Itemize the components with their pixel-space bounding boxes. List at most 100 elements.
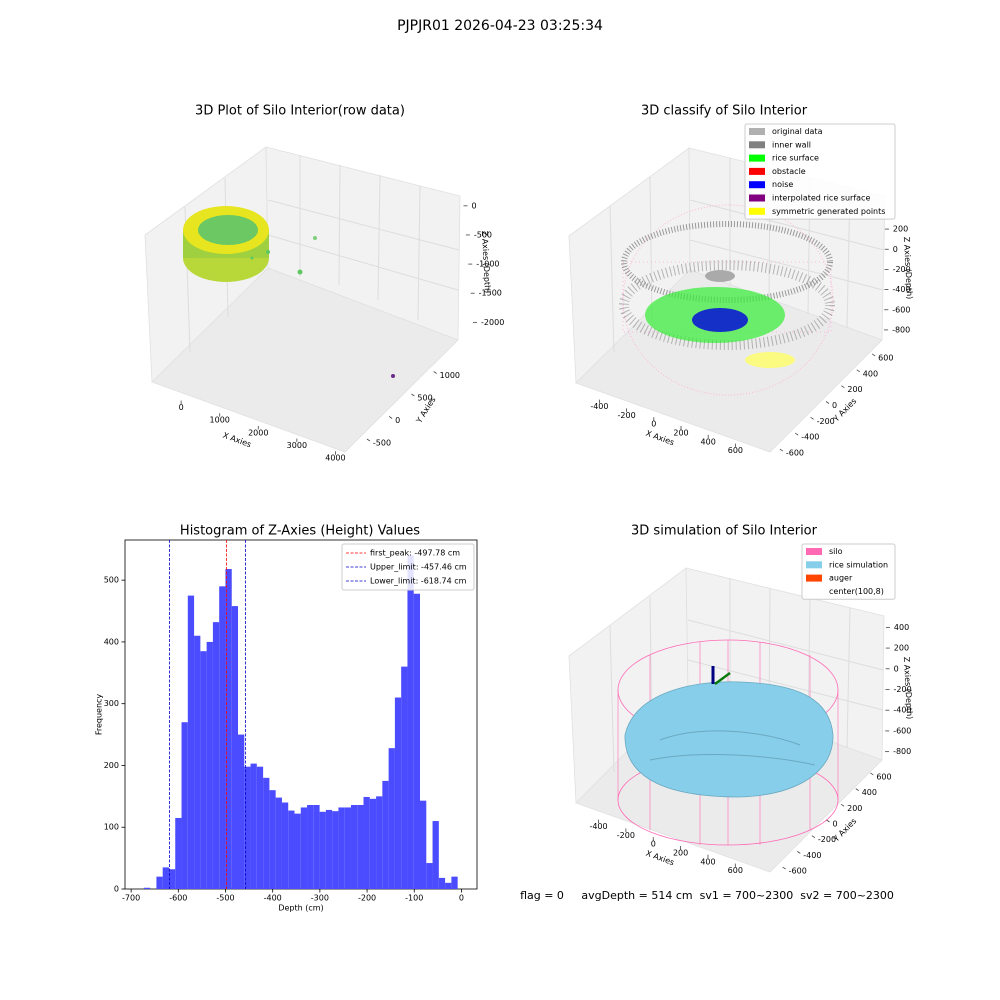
y-tick-label: 200 [104, 761, 119, 770]
panel-2-cloud [619, 204, 835, 396]
z-tick-label: 200 [894, 644, 909, 653]
tick-mark [856, 369, 860, 373]
legend-label: first_peak: -497.78 cm [370, 549, 460, 558]
tick-mark [855, 788, 859, 791]
legend-swatch [806, 587, 822, 595]
bar [363, 796, 370, 889]
x-tick-label: 0 [651, 840, 656, 849]
y-tick-label: 100 [104, 823, 119, 832]
legend-label: symmetric generated points [772, 207, 885, 216]
z-tick-label: -400 [892, 285, 910, 294]
x-tick-label: 0 [459, 894, 464, 903]
bar [187, 595, 195, 889]
legend-swatch [749, 154, 765, 162]
legend-label: original data [772, 127, 823, 136]
tick-mark [779, 448, 784, 452]
z-tick-label: -400 [893, 706, 911, 715]
bar [338, 807, 345, 889]
bar [388, 748, 395, 889]
legend-label: Upper_limit: -457.46 cm [370, 563, 467, 572]
bar [143, 887, 151, 889]
chart-title: 3D classify of Silo Interior [641, 104, 808, 119]
y-tick-label: -600 [786, 449, 804, 458]
legend-swatch [749, 181, 765, 189]
y-tick-label: 0 [114, 885, 119, 894]
x-tick-label: 4000 [325, 454, 345, 463]
tick-mark [411, 393, 415, 397]
legend-swatch [806, 548, 822, 555]
legend-label: noise [772, 180, 793, 189]
z-tick-label: 0 [893, 245, 898, 254]
z-tick-label: -600 [893, 726, 911, 735]
y-tick-label: -400 [801, 433, 819, 442]
y-tick-label: 400 [104, 637, 119, 646]
y-tick-label: -200 [818, 835, 836, 844]
x-tick-label: -200 [617, 831, 635, 840]
legend-label: rice simulation [829, 560, 888, 569]
legend-swatch [806, 561, 822, 569]
legend-label: Lower_limit: -618.74 cm [370, 577, 467, 586]
z-tick-label: -500 [474, 230, 492, 239]
y-tick-label: 200 [847, 804, 862, 813]
bar [369, 798, 377, 889]
z-tick-label: -200 [893, 265, 911, 274]
bar [432, 821, 439, 889]
x-tick-label: 0 [179, 403, 184, 412]
bar [200, 651, 207, 889]
legend-box [341, 543, 475, 591]
z-tick-label: -600 [892, 305, 910, 314]
y-tick-label: -400 [803, 851, 821, 860]
y-tick-label: 600 [878, 353, 893, 362]
bar [281, 802, 289, 889]
tick-mark [388, 416, 393, 419]
z-tick-label: 400 [894, 623, 909, 632]
legend-box [801, 543, 896, 600]
bar [319, 811, 326, 889]
y-tick-label: 400 [863, 369, 878, 378]
z-tick-label: 0 [471, 201, 476, 210]
bar [231, 606, 239, 889]
x-tick-label: -200 [358, 894, 376, 903]
bar [325, 809, 333, 889]
z-tick-label: -2000 [481, 318, 504, 327]
panel-4-surface [617, 639, 839, 846]
y-tick-label: 0 [395, 416, 400, 425]
legend-label: obstacle [772, 167, 806, 176]
tick-mark [840, 803, 845, 807]
x-tick-label: 2000 [248, 428, 268, 437]
bar [332, 811, 339, 889]
x-tick-label: -300 [311, 894, 329, 903]
legend-label: rice surface [772, 154, 819, 163]
legend-swatch [806, 574, 822, 582]
x-tick-label: 0 [651, 420, 656, 429]
bar [238, 734, 245, 889]
legend-swatch [749, 207, 765, 215]
bar [225, 569, 232, 889]
bar [275, 797, 282, 889]
tick-mark [366, 438, 371, 442]
y-tick-label: 500 [104, 576, 119, 585]
bar [219, 586, 226, 889]
bar [250, 763, 257, 889]
x-tick-label: -500 [216, 894, 234, 903]
legend-swatch [749, 167, 765, 175]
bar [407, 555, 414, 889]
x-tick-label: -700 [122, 894, 140, 903]
bar [382, 780, 389, 889]
y-tick-label: -500 [373, 439, 391, 448]
y-tick-label: -200 [817, 417, 835, 426]
y-axis-label: Frequency [95, 694, 104, 736]
z-tick-label: -800 [893, 747, 911, 756]
legend-label: inner wall [772, 140, 811, 149]
bar [263, 777, 270, 889]
z-axis-label: Z Axies (Depth) [902, 656, 914, 719]
legend-label: auger [829, 574, 853, 583]
x-tick-label: 3000 [287, 441, 307, 450]
bar [168, 869, 176, 889]
bar [156, 876, 163, 889]
y-tick-label: 400 [862, 788, 877, 797]
bar [181, 722, 188, 889]
bar [206, 641, 213, 889]
chart-title: Histogram of Z-Axies (Height) Values [180, 524, 420, 539]
